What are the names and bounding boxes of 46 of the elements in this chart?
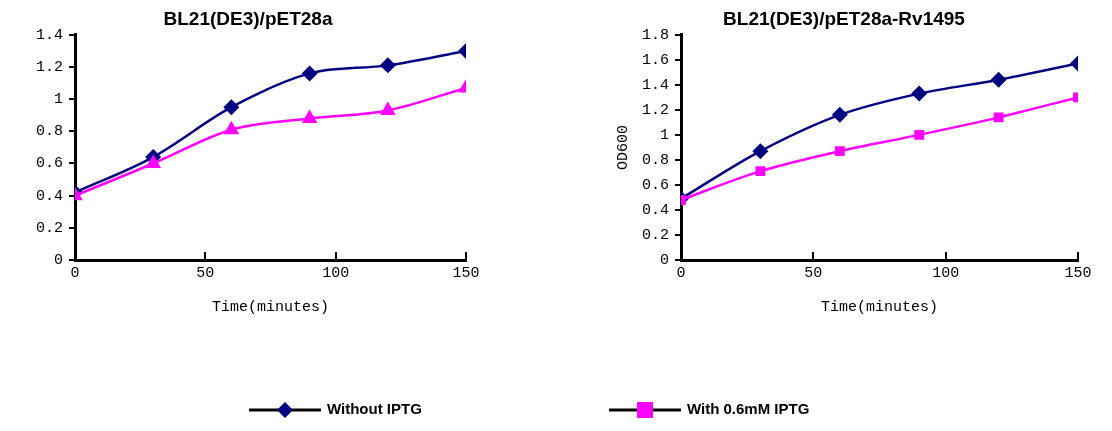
y-tick-label: 1.2 [641, 101, 669, 119]
y-axis-title: OD600 [614, 124, 632, 170]
point [223, 120, 240, 135]
y-tick-label: 1.6 [641, 51, 669, 69]
y-tick-label: 0.6 [641, 176, 669, 194]
y-tick-label: 1 [53, 91, 63, 109]
x-tick-label: 150 [452, 264, 480, 282]
point [914, 129, 925, 140]
y-tick-label: 1.4 [641, 76, 669, 94]
point [301, 109, 318, 123]
x-axis-title: Time(minutes) [820, 298, 939, 316]
x-tick-label: 50 [804, 264, 823, 282]
point [990, 71, 1007, 88]
y-tick-label: 1.2 [35, 58, 63, 76]
y-tick-label: 0.4 [641, 201, 669, 219]
y-tick-label: 0.8 [641, 151, 669, 169]
point [993, 112, 1004, 123]
x-tick-label: 50 [196, 264, 215, 282]
chart-title: BL21(DE3)/pET28a [163, 7, 333, 29]
y-tick-label: 0 [659, 251, 669, 269]
y-tick-label: 0.4 [35, 187, 63, 205]
y-tick-label: 1.4 [35, 26, 63, 44]
point [223, 99, 240, 116]
x-tick-label: 150 [1064, 264, 1092, 282]
legend-label: Without IPTG [327, 399, 422, 417]
point [834, 146, 845, 157]
point [911, 85, 928, 102]
x-tick-label: 0 [70, 264, 80, 282]
x-tick-label: 0 [676, 264, 686, 282]
point [752, 143, 769, 160]
point [379, 57, 396, 74]
y-tick-label: 0.2 [35, 219, 63, 237]
x-tick-label: 100 [322, 264, 350, 282]
point [755, 166, 766, 177]
y-tick-label: 0 [53, 251, 63, 269]
chart-title: BL21(DE3)/pET28a-Rv1495 [723, 7, 966, 29]
legend-label: With 0.6mM IPTG [687, 399, 810, 417]
y-tick-label: 0.8 [35, 123, 63, 141]
point [301, 65, 318, 82]
y-tick-label: 1 [659, 126, 669, 144]
y-tick-label: 0.2 [641, 226, 669, 244]
x-axis-title: Time(minutes) [211, 298, 330, 316]
y-tick-label: 1.8 [641, 26, 669, 44]
x-tick-label: 100 [932, 264, 960, 282]
point [831, 106, 848, 123]
y-tick-label: 0.6 [35, 155, 63, 173]
